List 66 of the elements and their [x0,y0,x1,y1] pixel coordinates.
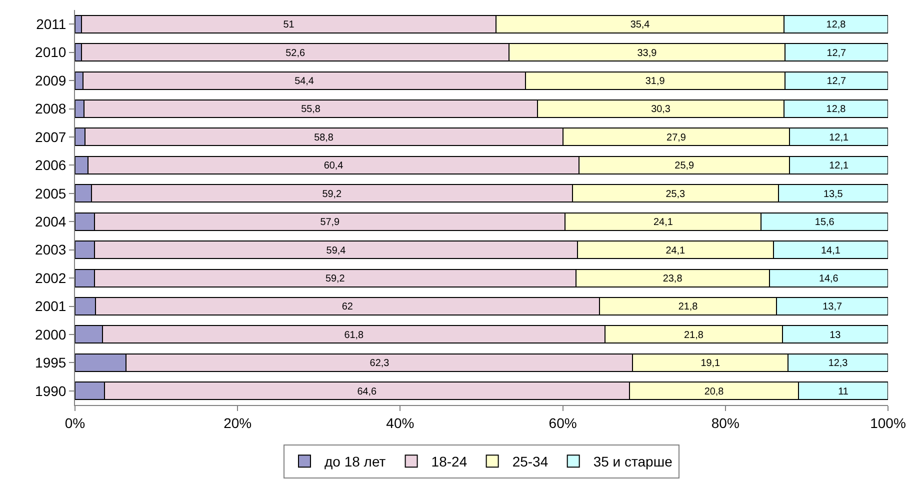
data-label: 61,8 [344,330,364,341]
data-label: 12,8 [826,20,846,31]
data-label: 51 [283,20,295,31]
data-label: 11 [838,386,849,398]
data-label: 64,6 [357,386,378,398]
y-tick-label: 2009 [35,72,66,88]
x-tick-label: 60% [548,414,577,431]
data-label: 27,9 [666,132,686,144]
legend-label: 35 и старше [593,454,673,470]
data-label: 12,1 [829,160,849,172]
data-label: 24,1 [666,245,686,256]
data-label: 15,6 [814,217,835,228]
data-label: 31,9 [645,76,666,87]
data-label: 21,8 [678,302,698,313]
x-tick-label: 20% [224,414,252,431]
x-tick-label: 0% [64,414,86,431]
data-label: 12,3 [828,358,848,370]
data-label: 14,1 [821,245,841,256]
data-label: 30,3 [651,104,671,116]
data-label: 33,9 [637,48,658,59]
data-label: 59,2 [322,188,342,200]
y-tick-label: 2005 [35,185,66,202]
data-label: 13 [830,330,842,341]
data-label: 57,9 [320,217,340,228]
data-label: 25,3 [666,188,686,200]
data-label: 62 [342,302,354,313]
y-tick-label: 2008 [35,100,66,117]
y-tick-label: 2006 [35,157,66,174]
legend-label: до 18 лет [324,454,386,470]
data-label: 12,7 [826,48,847,59]
y-tick-label: 2010 [35,44,66,60]
data-label: 59,4 [326,245,346,256]
data-label: 35,4 [630,20,650,31]
y-tick-label: 2004 [35,214,66,230]
data-label: 14,6 [818,273,839,284]
y-tick-label: 2001 [35,298,66,314]
data-label: 13,5 [823,188,844,200]
data-label: 21,8 [684,330,704,341]
data-label: 58,8 [314,132,334,144]
data-label: 23,8 [662,273,683,284]
y-tick-label: 1995 [35,354,66,371]
data-label: 12,1 [829,132,849,144]
x-tick-label: 100% [870,414,906,431]
data-label: 19,1 [700,358,721,370]
data-label: 20,8 [704,386,724,398]
y-tick-label: 1990 [35,382,66,399]
x-tick-label: 40% [386,414,414,431]
data-label: 13,7 [822,302,842,313]
legend-label: 25-34 [512,454,548,470]
y-tick-label: 2000 [35,326,66,342]
data-label: 55,8 [301,104,321,116]
data-label: 12,8 [826,104,846,116]
data-label: 12,7 [826,76,847,87]
legend-label: 18-24 [431,454,468,470]
data-label: 54,4 [294,76,314,87]
y-tick-label: 2003 [35,242,66,258]
data-label: 59,2 [325,273,346,284]
y-tick-label: 2002 [35,270,66,286]
data-label: 25,9 [674,160,694,172]
y-tick-label: 2011 [36,16,66,32]
data-label: 52,6 [286,48,306,59]
y-tick-label: 2007 [35,128,66,145]
data-label: 62,3 [370,358,390,370]
x-tick-label: 80% [711,414,740,431]
data-label: 60,4 [324,160,344,172]
data-label: 24,1 [654,217,674,228]
